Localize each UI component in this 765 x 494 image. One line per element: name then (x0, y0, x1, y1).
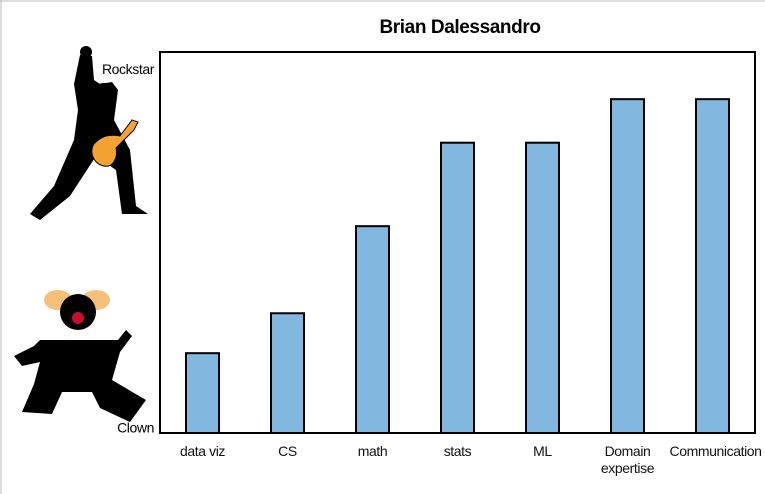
chart-title: Brian Dalessandro (379, 17, 540, 38)
clown-icon (14, 290, 146, 422)
y-tick-label: Rockstar (102, 61, 155, 77)
bar (270, 312, 305, 434)
y-tick-label: Clown (117, 420, 154, 436)
x-tick-label: Domain expertise (600, 443, 655, 476)
bar (525, 141, 560, 434)
x-tick-label: data viz (179, 443, 226, 459)
bar (185, 352, 220, 434)
x-tick-label: Communication (669, 443, 762, 459)
x-tick-label: math (357, 443, 388, 459)
x-tick-label: CS (278, 443, 297, 459)
bar (355, 225, 390, 434)
bar (695, 98, 730, 435)
x-tick-label: stats (443, 443, 472, 459)
bar (610, 98, 645, 435)
rockstar-icon (30, 46, 148, 220)
bar (440, 141, 475, 434)
x-tick-label: ML (533, 443, 552, 459)
